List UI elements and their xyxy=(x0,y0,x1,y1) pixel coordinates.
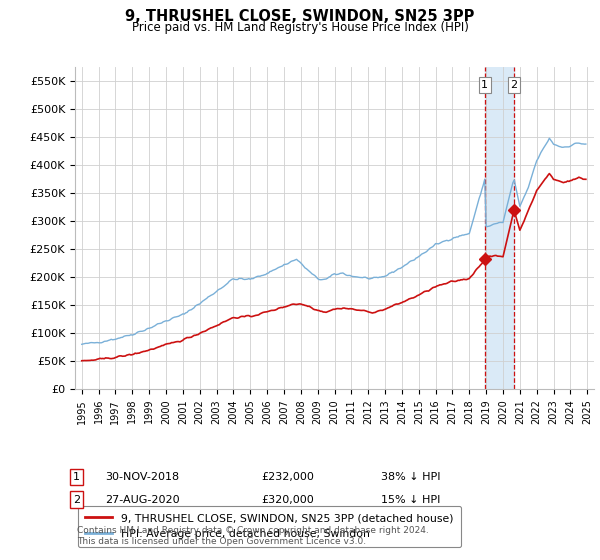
Text: Price paid vs. HM Land Registry's House Price Index (HPI): Price paid vs. HM Land Registry's House … xyxy=(131,21,469,34)
Text: 30-NOV-2018: 30-NOV-2018 xyxy=(105,472,179,482)
Text: 9, THRUSHEL CLOSE, SWINDON, SN25 3PP: 9, THRUSHEL CLOSE, SWINDON, SN25 3PP xyxy=(125,9,475,24)
Text: 38% ↓ HPI: 38% ↓ HPI xyxy=(381,472,440,482)
Text: £232,000: £232,000 xyxy=(261,472,314,482)
Text: 15% ↓ HPI: 15% ↓ HPI xyxy=(381,494,440,505)
Text: £320,000: £320,000 xyxy=(261,494,314,505)
Text: 27-AUG-2020: 27-AUG-2020 xyxy=(105,494,179,505)
Text: 2: 2 xyxy=(73,494,80,505)
Text: 1: 1 xyxy=(73,472,80,482)
Text: Contains HM Land Registry data © Crown copyright and database right 2024.
This d: Contains HM Land Registry data © Crown c… xyxy=(77,526,428,546)
Bar xyxy=(485,67,514,389)
Text: 2: 2 xyxy=(511,80,518,90)
Legend: 9, THRUSHEL CLOSE, SWINDON, SN25 3PP (detached house), HPI: Average price, detac: 9, THRUSHEL CLOSE, SWINDON, SN25 3PP (de… xyxy=(78,506,461,547)
Text: 1: 1 xyxy=(481,80,488,90)
